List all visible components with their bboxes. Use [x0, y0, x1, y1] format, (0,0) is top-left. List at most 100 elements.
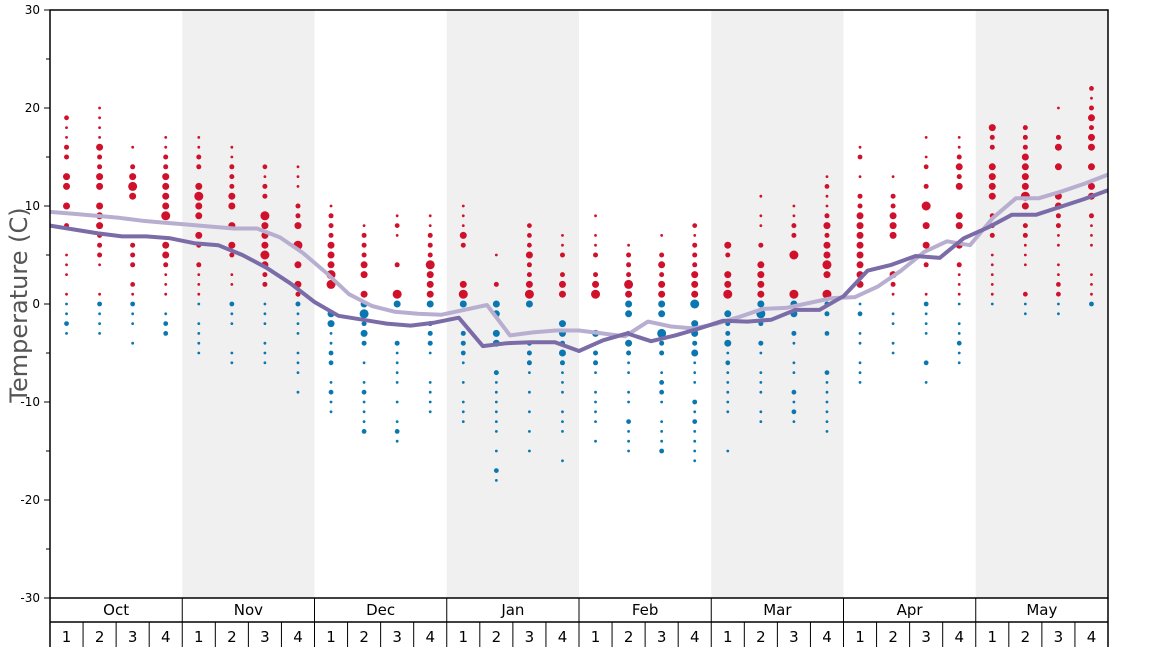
temperature-dot: [328, 360, 334, 366]
temperature-dot: [990, 253, 994, 257]
temperature-dot: [957, 302, 961, 306]
temperature-dot: [759, 194, 763, 198]
month-label: Oct: [103, 601, 129, 619]
y-tick-label: -10: [20, 395, 40, 409]
temperature-dot: [362, 400, 366, 404]
temperature-dot: [525, 300, 533, 308]
temperature-dot: [593, 360, 599, 366]
temperature-dot: [759, 390, 763, 394]
temperature-dot: [395, 361, 399, 365]
temperature-dot: [97, 164, 103, 170]
temperature-dot: [329, 400, 333, 404]
temperature-dot: [725, 360, 731, 366]
temperature-dot: [625, 300, 633, 308]
temperature-dot: [891, 312, 895, 316]
temperature-dot: [96, 202, 104, 210]
temperature-dot: [163, 164, 169, 170]
temperature-dot: [561, 390, 564, 394]
temperature-dot: [296, 322, 300, 325]
temperature-dot: [1056, 282, 1061, 287]
week-label: 4: [161, 628, 171, 646]
temperature-dot: [461, 214, 465, 218]
temperature-dot: [923, 262, 929, 268]
temperature-dot: [723, 289, 733, 299]
temperature-dot: [460, 330, 466, 336]
temperature-dot: [361, 321, 367, 327]
temperature-dot: [858, 361, 862, 365]
temperature-dot: [461, 420, 465, 423]
temperature-dot: [990, 273, 994, 276]
temperature-dot: [230, 322, 234, 325]
temperature-dot: [362, 361, 366, 365]
temperature-dot: [627, 439, 630, 443]
temperature-dot: [296, 165, 300, 169]
temperature-dot: [164, 145, 168, 149]
temperature-dot: [1055, 134, 1061, 140]
temperature-dot: [296, 351, 300, 355]
temperature-dot: [296, 175, 300, 179]
temperature-dot: [427, 232, 433, 238]
temperature-dot: [197, 302, 201, 306]
temperature-dot: [197, 145, 201, 149]
temperature-dot: [526, 350, 532, 356]
temperature-dot: [824, 331, 830, 336]
temperature-dot: [428, 381, 432, 384]
temperature-dot: [1022, 232, 1028, 238]
temperature-dot: [459, 280, 467, 288]
temperature-dot: [392, 289, 402, 299]
temperature-dot: [229, 183, 235, 189]
temperature-dot: [561, 371, 564, 374]
x-axis: Oct 1 2 3 4 Nov 1 2 3 4 Dec 1 2 3 4 Jan 1 2 3 4 Feb 1 2 3 4 Mar 1 2…: [49, 598, 1109, 647]
temperature-dot: [957, 283, 961, 286]
temperature-dot: [988, 173, 996, 181]
week-label: 3: [921, 628, 931, 646]
temperature-dot: [197, 332, 201, 335]
week-label: 1: [855, 628, 865, 646]
temperature-dot: [825, 400, 829, 404]
temperature-dot: [1021, 163, 1029, 171]
temperature-dot: [593, 272, 599, 278]
temperature-dot: [792, 371, 796, 374]
month-shade: [711, 10, 844, 598]
temperature-dot: [229, 164, 235, 170]
temperature-dot: [361, 232, 367, 238]
temperature-dot: [922, 222, 930, 230]
temperature-dot: [360, 261, 368, 269]
temperature-dot: [856, 261, 864, 269]
temperature-dot: [492, 329, 500, 337]
temperature-dot: [162, 251, 170, 259]
temperature-dot: [822, 260, 832, 270]
month-label: Feb: [632, 601, 659, 619]
temperature-dot: [989, 144, 995, 150]
temperature-dot: [65, 126, 68, 129]
temperature-dot: [361, 389, 367, 395]
temperature-dot: [230, 145, 234, 149]
temperature-dot: [923, 360, 929, 366]
temperature-dot: [626, 419, 631, 424]
temperature-dot: [624, 279, 634, 289]
temperature-dot: [263, 302, 267, 306]
temperature-dot: [757, 300, 765, 308]
temperature-dot: [693, 361, 697, 365]
temperature-dot: [130, 242, 136, 248]
temperature-dot: [1022, 291, 1028, 297]
week-label: 3: [657, 628, 667, 646]
month-shade: [446, 10, 579, 598]
temperature-dot: [461, 381, 465, 384]
temperature-dot: [527, 233, 532, 238]
temperature-dot: [658, 300, 666, 308]
week-label: 4: [425, 628, 435, 646]
temperature-dot: [428, 214, 432, 218]
temperature-dot: [691, 271, 699, 279]
temperature-dot: [990, 292, 994, 296]
temperature-dot: [162, 241, 170, 249]
temperature-dot: [856, 222, 864, 230]
temperature-dot: [594, 390, 597, 394]
temperature-dot: [97, 242, 103, 248]
temperature-dot: [659, 380, 665, 385]
temperature-dot: [64, 115, 69, 121]
temperature-dot: [1057, 106, 1060, 110]
temperature-dot: [361, 252, 367, 258]
temperature-dot: [659, 272, 665, 278]
temperature-dot: [924, 312, 928, 316]
